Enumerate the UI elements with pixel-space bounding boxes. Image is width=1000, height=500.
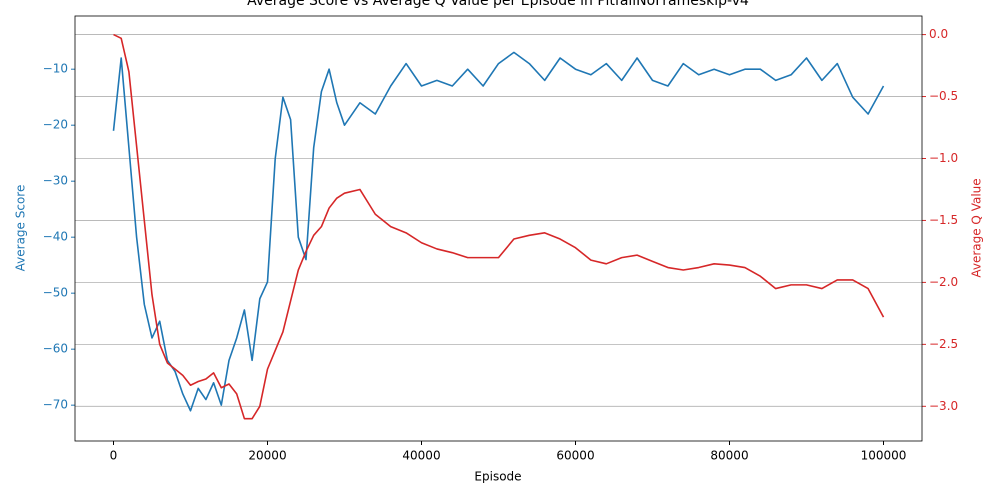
plot-frame <box>74 15 923 442</box>
x-axis-label: Episode <box>474 470 521 484</box>
y-tick-label: −60 <box>43 342 68 356</box>
y-axis-label: Average Score <box>14 185 28 272</box>
chart-title: Average Score vs Average Q Value per Epi… <box>247 0 749 9</box>
y-tick-label: −30 <box>43 174 68 188</box>
y-tick-label: −40 <box>43 230 68 244</box>
y-tick-label: −10 <box>43 62 68 76</box>
series-line <box>113 33 885 420</box>
x-tick-label: 60000 <box>556 449 594 463</box>
y-tick-label: −70 <box>43 398 68 412</box>
x-tick-label: 100000 <box>861 449 907 463</box>
y2-tick-label: −1.0 <box>929 151 958 165</box>
x-tick-label: 0 <box>110 449 118 463</box>
y2-tick-label: −2.0 <box>929 275 958 289</box>
y2-tick-label: −1.5 <box>929 213 958 227</box>
y2-tick-label: −0.5 <box>929 89 958 103</box>
series-line <box>112 51 885 412</box>
x-tick-label: 40000 <box>402 449 440 463</box>
x-tick-label: 20000 <box>248 449 286 463</box>
y-tick-label: −50 <box>43 286 68 300</box>
y2-tick-label: −3.0 <box>929 399 958 413</box>
y2-axis-label: Average Q Value <box>970 178 984 277</box>
y2-tick-label: 0.0 <box>929 27 948 41</box>
x-tick-label: 80000 <box>710 449 748 463</box>
y-tick-label: −20 <box>43 118 68 132</box>
y2-tick-label: −2.5 <box>929 337 958 351</box>
